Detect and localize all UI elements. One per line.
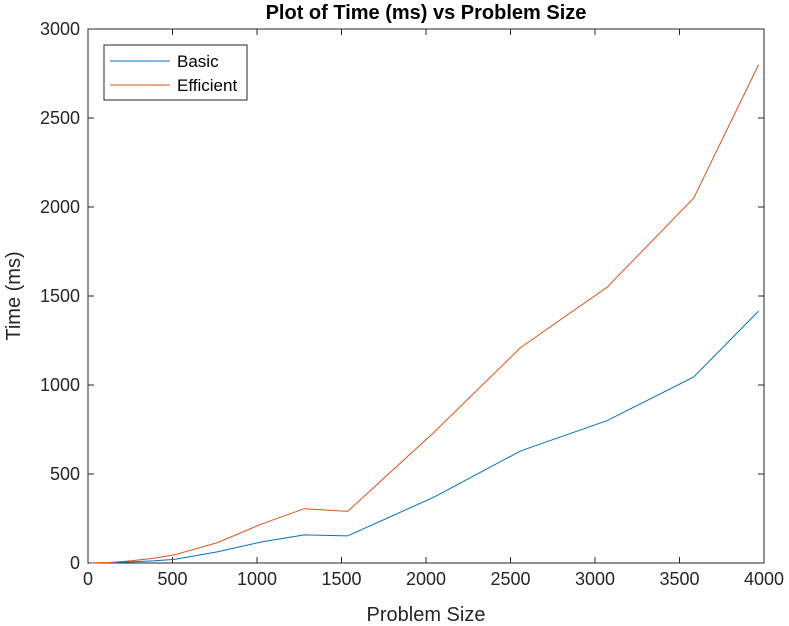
x-axis: 0 500 1000 1500 2000 2500 3000 3500 4000: [83, 29, 784, 589]
y-tick-label: 0: [70, 553, 80, 573]
y-axis: 0 500 1000 1500 2000 2500 3000: [40, 19, 764, 573]
x-tick-label: 4000: [744, 569, 784, 589]
series-layer: [90, 64, 760, 564]
plot-area: [87, 28, 765, 564]
legend-box: [103, 44, 248, 101]
y-tick-label: 3000: [40, 19, 80, 39]
x-axis-label: Problem Size: [367, 604, 486, 626]
y-tick-label: 2500: [40, 108, 80, 128]
y-tick-label: 500: [50, 464, 80, 484]
x-tick-label: 3000: [575, 569, 615, 589]
y-tick-label: 1500: [40, 286, 80, 306]
x-tick-label: 1500: [321, 569, 361, 589]
y-tick-label: 2000: [40, 197, 80, 217]
legend-label-basic: Basic: [177, 52, 219, 71]
x-tick-label: 1000: [237, 569, 277, 589]
x-tick-label: 500: [157, 569, 187, 589]
y-tick-label: 1000: [40, 375, 80, 395]
legend-label-efficient: Efficient: [177, 76, 237, 95]
x-tick-label: 2000: [406, 569, 446, 589]
legend: Basic Efficient: [103, 44, 248, 101]
series-line-efficient: [90, 64, 760, 564]
y-axis-label: Time (ms): [3, 251, 25, 340]
x-tick-label: 3500: [659, 569, 699, 589]
x-tick-label: 2500: [490, 569, 530, 589]
x-tick-label: 0: [83, 569, 93, 589]
series-line-basic: [90, 310, 759, 564]
chart-title: Plot of Time (ms) vs Problem Size: [266, 2, 587, 24]
